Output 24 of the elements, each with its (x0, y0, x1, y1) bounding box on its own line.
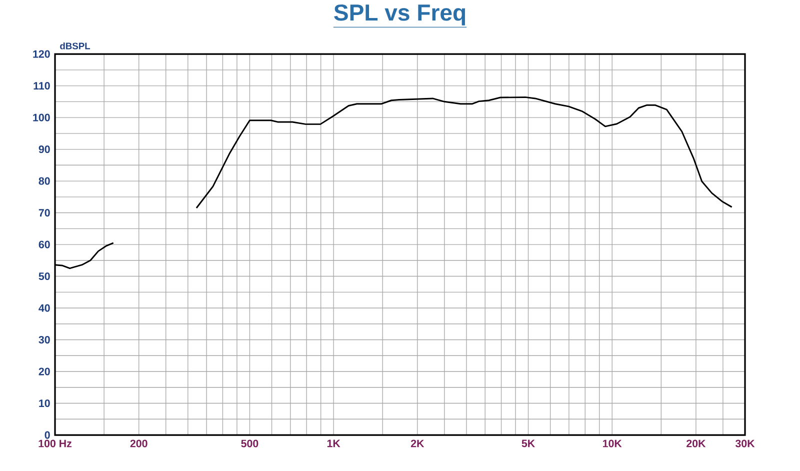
x-tick-label: 10K (602, 440, 622, 448)
y-tick-label: 40 (38, 304, 50, 312)
y-tick-label: 60 (38, 240, 50, 248)
x-tick-label: 1K (327, 440, 340, 448)
x-tick-label: 30K (735, 440, 755, 448)
y-tick-label: 30 (38, 336, 50, 344)
y-tick-label: 70 (38, 209, 50, 217)
y-axis-title: dBSPL (60, 42, 90, 50)
y-tick-label: 90 (38, 146, 50, 154)
x-tick-label: 200 (130, 440, 148, 448)
y-tick-label: 0 (44, 431, 50, 439)
y-tick-label: 120 (33, 50, 50, 58)
y-tick-label: 50 (38, 272, 50, 280)
y-tick-label: 10 (39, 399, 50, 408)
x-tick-label: 5K (522, 440, 535, 448)
y-tick-label: 110 (34, 82, 50, 90)
x-tick-label: 100 Hz (38, 440, 72, 448)
x-tick-label: 500 (241, 440, 258, 448)
x-tick-label: 2K (410, 440, 424, 448)
y-tick-label: 20 (38, 368, 50, 376)
chart-title: SPL vs Freq (334, 4, 466, 26)
x-tick-label: 20K (686, 440, 706, 448)
y-tick-label: 80 (38, 177, 50, 185)
y-tick-label: 100 (33, 114, 50, 122)
